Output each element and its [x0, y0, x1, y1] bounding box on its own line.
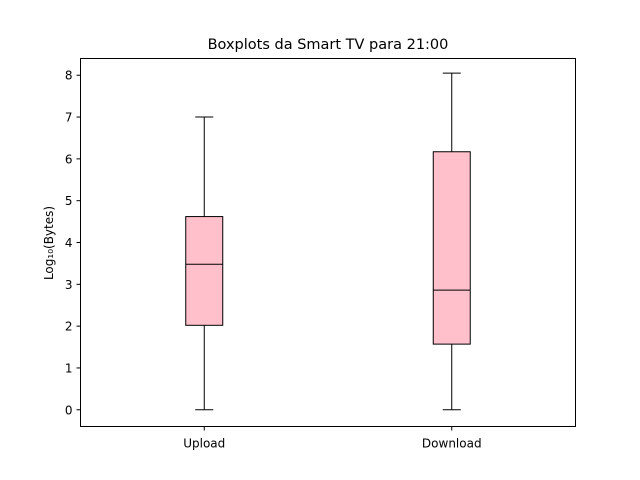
y-tick-label: 3 — [65, 278, 73, 292]
x-tick-label: Upload — [183, 437, 225, 451]
y-axis-label: Log₁₀(Bytes) — [42, 206, 56, 280]
x-tick-label: Download — [422, 437, 482, 451]
y-tick-label: 4 — [65, 236, 73, 250]
box-upload — [185, 116, 224, 411]
y-ticks-layer: 0 1 2 3 4 5 6 7 8 — [65, 69, 81, 417]
y-tick-label: 1 — [65, 361, 73, 375]
boxes-layer — [185, 72, 471, 411]
x-ticks-layer: Upload Download — [183, 426, 482, 451]
chart-title: Boxplots da Smart TV para 21:00 — [208, 37, 449, 53]
iqr-box — [185, 216, 224, 326]
iqr-box — [432, 151, 471, 345]
box-download — [432, 72, 471, 411]
y-tick-label: 2 — [65, 320, 73, 334]
plot-area-frame — [80, 58, 576, 427]
y-tick-label: 7 — [65, 111, 73, 125]
y-tick-label: 0 — [65, 403, 73, 417]
y-tick-label: 8 — [65, 69, 73, 83]
y-tick-label: 5 — [65, 194, 73, 208]
y-tick-label: 6 — [65, 152, 73, 166]
